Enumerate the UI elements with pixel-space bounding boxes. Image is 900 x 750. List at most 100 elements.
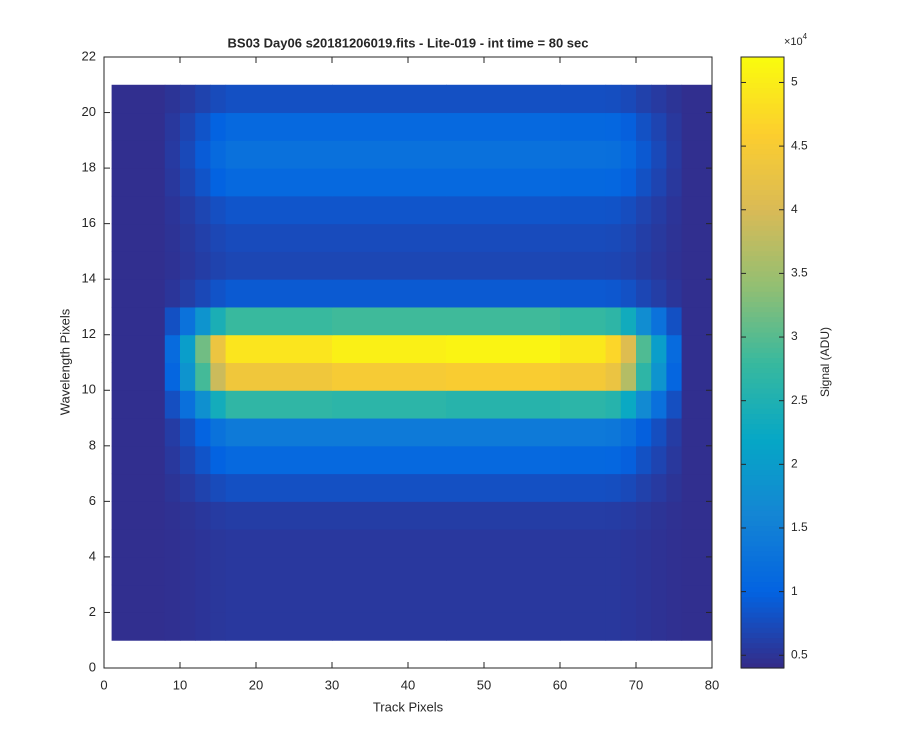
heatmap-cell <box>620 251 637 280</box>
heatmap-cell <box>666 306 683 336</box>
heatmap-cell <box>651 334 667 363</box>
colorbar-swatch <box>741 260 784 267</box>
heatmap-cell <box>651 251 667 280</box>
heatmap-cell <box>332 112 447 141</box>
x-tick-label: 30 <box>325 677 339 692</box>
heatmap-cell <box>210 501 227 530</box>
colorbar-tick-label: 1.5 <box>791 520 808 534</box>
heatmap-cell <box>651 223 667 252</box>
colorbar-swatch <box>741 342 784 348</box>
heatmap-cell <box>620 334 637 363</box>
x-tick-label: 0 <box>100 677 107 692</box>
heatmap-cell <box>164 279 181 308</box>
x-tick-label: 50 <box>477 677 491 692</box>
heatmap-cell <box>332 168 447 197</box>
heatmap-cell <box>446 306 561 336</box>
heatmap-cell <box>666 251 683 280</box>
heatmap-cell <box>164 84 181 114</box>
heatmap-cell <box>111 112 166 141</box>
heatmap-cell <box>195 306 211 336</box>
colorbar-tick-label: 4.5 <box>791 138 808 152</box>
heatmap-cell <box>195 334 211 363</box>
colorbar-swatch <box>741 291 784 297</box>
heatmap-cell <box>332 306 447 336</box>
heatmap-cell <box>164 584 181 613</box>
heatmap-cell <box>666 556 683 586</box>
colorbar-swatch <box>741 97 784 104</box>
colorbar-swatch <box>741 321 784 328</box>
colorbar-swatch <box>741 306 784 313</box>
colorbar-swatch <box>741 77 784 84</box>
colorbar-swatch <box>741 133 784 140</box>
y-tick-label: 22 <box>82 48 96 63</box>
colorbar-swatch <box>741 499 784 506</box>
multiplier-base: ×10 <box>784 36 803 48</box>
heatmap-cell <box>210 251 227 280</box>
heatmap-cell <box>651 362 667 391</box>
heatmap-cell <box>560 251 607 280</box>
colorbar-swatch <box>741 230 784 236</box>
heatmap-cell <box>195 529 211 558</box>
heatmap-cell <box>651 168 667 197</box>
heatmap-cell <box>111 473 166 502</box>
colorbar-swatch <box>741 566 784 572</box>
heatmap-cell <box>681 251 713 280</box>
heatmap-cell <box>225 279 333 308</box>
heatmap-cell <box>620 306 637 336</box>
colorbar-swatch <box>741 225 784 231</box>
heatmap-cell <box>111 84 166 114</box>
heatmap-cell <box>651 390 667 419</box>
heatmap-cell <box>636 334 652 363</box>
heatmap-cell <box>681 279 713 308</box>
colorbar-swatch <box>741 540 784 547</box>
heatmap-cell <box>666 168 683 197</box>
colorbar-swatch <box>741 357 784 364</box>
heatmap-cell <box>605 556 622 586</box>
heatmap-cell <box>560 140 607 169</box>
heatmap-cell <box>164 112 181 141</box>
heatmap-cell <box>111 251 166 280</box>
y-tick-label: 4 <box>89 548 96 563</box>
heatmap-cell <box>111 529 166 558</box>
heatmap-cell <box>651 473 667 502</box>
colorbar-swatch <box>741 194 784 201</box>
colorbar-swatch <box>741 647 784 654</box>
heatmap-cell <box>620 556 637 586</box>
colorbar-swatch <box>741 138 784 145</box>
heatmap-cell <box>164 223 181 252</box>
heatmap-cell <box>180 306 196 336</box>
heatmap-cell <box>605 445 622 475</box>
heatmap-cell <box>605 584 622 613</box>
heatmap-cell <box>666 223 683 252</box>
heatmap-cell <box>164 445 181 475</box>
heatmap-cell <box>332 362 447 391</box>
heatmap-cell <box>651 612 667 641</box>
heatmap-cell <box>605 390 622 419</box>
multiplier-exponent: 4 <box>803 32 808 41</box>
heatmap-cell <box>225 362 333 391</box>
heatmap-cell <box>180 279 196 308</box>
heatmap-cell <box>195 418 211 447</box>
heatmap-cell <box>332 279 447 308</box>
heatmap-cell <box>666 445 683 475</box>
heatmap-cell <box>651 195 667 225</box>
heatmap-cell <box>180 445 196 475</box>
heatmap-cell <box>180 334 196 363</box>
heatmap-cell <box>210 362 227 391</box>
heatmap-cell <box>446 279 561 308</box>
heatmap-cell <box>195 195 211 225</box>
heatmap-cell <box>651 140 667 169</box>
heatmap-cell <box>560 334 607 363</box>
heatmap-cell <box>681 418 713 447</box>
heatmap-cell <box>225 612 333 641</box>
heatmap-cell <box>180 168 196 197</box>
heatmap-cell <box>210 390 227 419</box>
colorbar-swatch <box>741 57 784 63</box>
heatmap-cell <box>180 612 196 641</box>
heatmap-cell <box>446 418 561 447</box>
heatmap-cell <box>651 445 667 475</box>
x-tick-label: 10 <box>173 677 187 692</box>
heatmap-cell <box>681 334 713 363</box>
heatmap-cell <box>636 362 652 391</box>
colorbar-swatch <box>741 270 784 277</box>
